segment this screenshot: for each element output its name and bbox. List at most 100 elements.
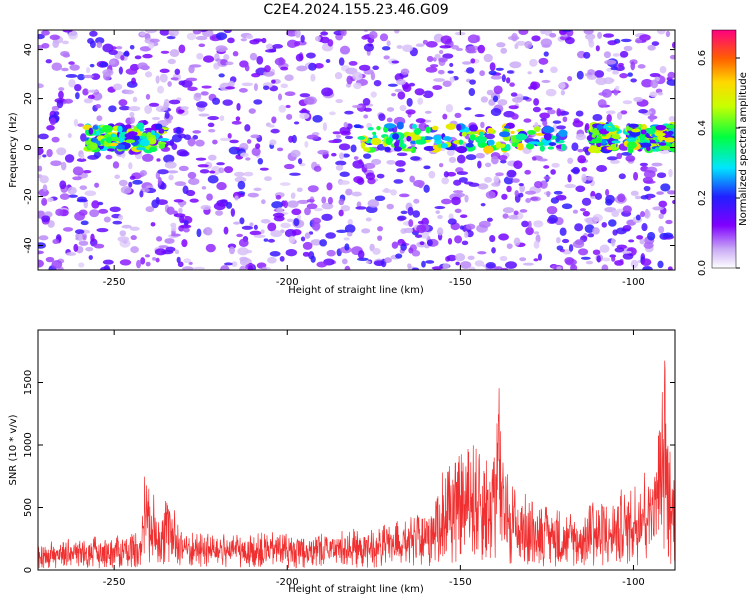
spectrogram-noise-cell — [363, 107, 372, 112]
spectrogram-noise-cell — [205, 243, 216, 253]
spectrogram-signal-cell — [136, 147, 146, 151]
spectrogram-noise-cell — [352, 104, 363, 109]
spectrogram-noise-cell — [289, 172, 301, 176]
spectrogram-noise-cell — [663, 232, 674, 238]
spectrogram-noise-cell — [149, 38, 160, 43]
colorbar-tick-label: 0.0 — [697, 260, 708, 276]
spectrogram-noise-cell — [87, 38, 94, 44]
spectrogram-noise-cell — [477, 251, 487, 255]
spectrogram-noise-cell — [447, 237, 453, 245]
spectrogram-noise-cell — [518, 192, 524, 198]
spectrogram-noise-cell — [321, 202, 334, 210]
spectrogram-noise-cell — [572, 166, 580, 175]
spectrogram-noise-cell — [467, 255, 475, 260]
spectrogram-noise-cell — [641, 223, 648, 232]
spectrogram-noise-cell — [231, 120, 242, 125]
spectrogram-noise-cell — [393, 179, 404, 184]
spectrogram-noise-cell — [108, 105, 117, 113]
spectrogram-noise-cell — [603, 77, 614, 85]
spectrogram-noise-cell — [464, 107, 472, 111]
spectrogram-signal-cell — [124, 124, 132, 129]
spectrogram-noise-cell — [477, 44, 486, 54]
spectrogram-noise-cell — [381, 46, 391, 51]
snr-y-tick-label: 0 — [23, 567, 34, 573]
spectrogram-noise-cell — [296, 187, 303, 192]
spectrogram-noise-cell — [552, 120, 562, 124]
spectrogram-noise-cell — [480, 203, 486, 207]
spectrogram-noise-cell — [215, 45, 228, 53]
spectrogram-noise-cell — [78, 233, 83, 243]
spectrogram-noise-cell — [56, 147, 67, 156]
spectrogram-noise-cell — [361, 35, 369, 40]
spectrogram-noise-cell — [477, 160, 482, 169]
spectrogram-noise-cell — [493, 266, 500, 270]
spectrogram-signal-cell — [654, 132, 666, 137]
spectrogram-signal-cell — [125, 139, 136, 144]
spectrogram-noise-cell — [666, 190, 675, 195]
spectrogram-signal-cell — [414, 139, 427, 145]
spectrogram-noise-cell — [280, 83, 289, 89]
spectrogram-noise-cell — [605, 110, 616, 115]
spectrogram-noise-cell — [596, 255, 601, 263]
spectrogram-signal-cell — [384, 146, 391, 152]
spectrogram-noise-cell — [154, 248, 167, 256]
spectrogram-signal-cell — [353, 124, 362, 129]
spectrogram-noise-cell — [228, 246, 236, 255]
spectrogram-noise-cell — [189, 198, 199, 203]
spectrogram-noise-cell — [510, 92, 518, 97]
spectrogram-noise-cell — [183, 227, 190, 233]
spectrogram-noise-cell — [622, 205, 632, 214]
spectrogram-noise-cell — [335, 160, 347, 166]
spectrogram-noise-cell — [294, 30, 301, 39]
spectrogram-noise-cell — [215, 32, 228, 41]
spectrogram-y-tick-label: 0 — [23, 144, 34, 150]
spectrogram-noise-cell — [411, 249, 421, 257]
spectrogram-signal-cell — [160, 143, 166, 149]
spectrogram-noise-cell — [144, 254, 151, 258]
spectrogram-noise-cell — [524, 190, 536, 195]
spectrogram-noise-cell — [306, 199, 315, 203]
spectrogram-noise-cell — [260, 219, 271, 224]
spectrogram-noise-cell — [124, 89, 135, 95]
spectrogram-noise-cell — [65, 252, 77, 257]
spectrogram-signal-cell — [396, 121, 404, 130]
spectrogram-noise-cell — [428, 170, 436, 179]
spectrogram-noise-cell — [246, 139, 252, 144]
spectrogram-noise-cell — [556, 108, 562, 117]
spectrogram-noise-cell — [615, 85, 620, 91]
spectrogram-noise-cell — [338, 57, 345, 66]
spectrogram-noise-cell — [178, 44, 186, 54]
spectrogram-noise-cell — [582, 210, 590, 217]
spectrogram-noise-cell — [480, 121, 485, 129]
spectrogram-noise-cell — [276, 147, 284, 152]
spectrogram-noise-cell — [237, 180, 246, 190]
spectrogram-noise-cell — [656, 30, 666, 35]
spectrogram-noise-cell — [587, 34, 594, 43]
spectrogram-noise-cell — [166, 170, 179, 174]
spectrogram-noise-cell — [49, 117, 56, 126]
spectrogram-noise-cell — [120, 54, 125, 61]
spectrogram-noise-cell — [310, 73, 316, 82]
spectrogram-noise-cell — [459, 225, 464, 230]
spectrogram-noise-cell — [394, 88, 403, 93]
spectrogram-noise-cell — [76, 158, 87, 162]
spectrogram-noise-cell — [345, 188, 353, 196]
spectrogram-noise-cell — [201, 85, 212, 89]
spectrogram-noise-cell — [461, 61, 472, 65]
spectrogram-noise-cell — [248, 265, 253, 270]
spectrogram-noise-cell — [601, 88, 612, 98]
spectrogram-noise-cell — [649, 113, 654, 123]
spectrogram-noise-cell — [240, 38, 247, 42]
spectrogram-noise-cell — [539, 180, 548, 189]
spectrogram-noise-cell — [319, 239, 328, 247]
spectrogram-noise-cell — [425, 41, 438, 48]
spectrogram-noise-cell — [304, 232, 311, 239]
spectrogram-noise-cell — [442, 113, 448, 120]
spectrogram-noise-cell — [581, 173, 587, 183]
spectrogram-noise-cell — [514, 43, 519, 50]
spectrogram-noise-cell — [145, 206, 155, 213]
spectrogram-noise-cell — [263, 238, 269, 242]
spectrogram-noise-cell — [173, 199, 184, 203]
spectrogram-noise-cell — [542, 120, 548, 127]
spectrogram-noise-cell — [571, 142, 579, 152]
